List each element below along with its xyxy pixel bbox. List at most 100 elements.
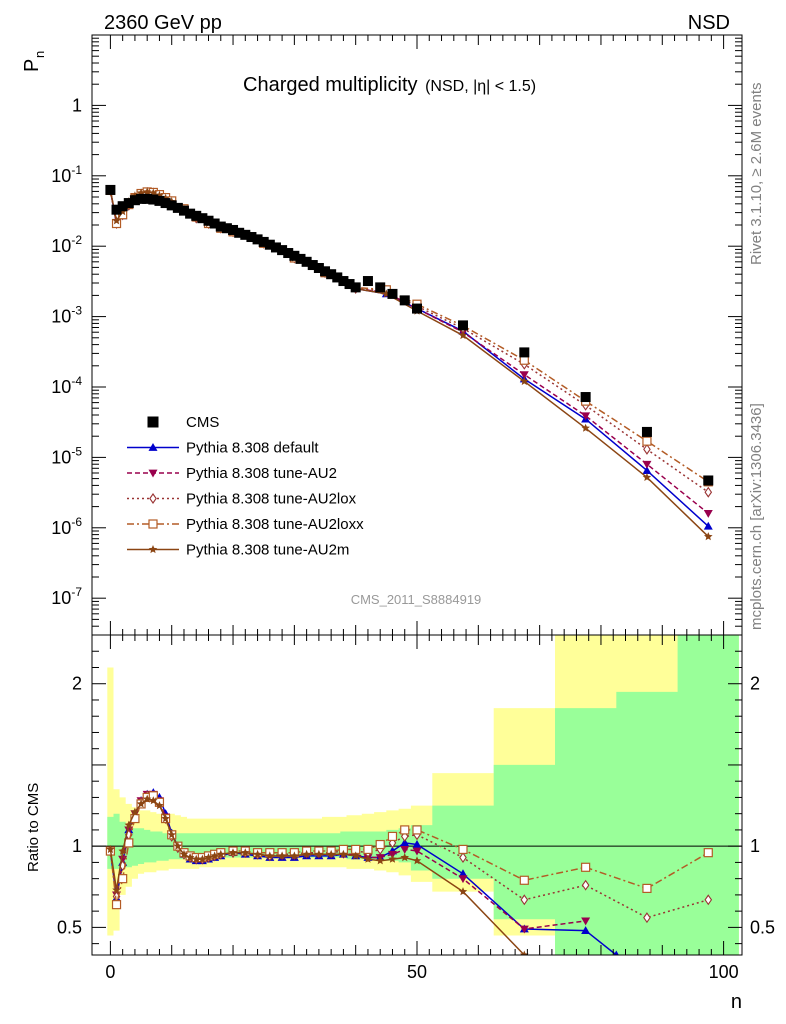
y-tick-label-base: 10	[51, 447, 71, 467]
ratio-point-au2loxx	[387, 831, 398, 842]
ratio-point-au2m	[228, 848, 238, 857]
ratio-point-au2m	[277, 851, 287, 860]
data-point-cms	[136, 193, 147, 204]
data-point-cms	[641, 426, 652, 437]
x-tick-label: 50	[407, 962, 427, 982]
ratio-point-au2loxx	[118, 874, 128, 884]
ratio-point-au2m	[192, 854, 201, 863]
legend-label-au2loxx: Pythia 8.308 tune-AU2loxx	[186, 516, 364, 533]
rivet-version-text: Rivet 3.1.10, ≥ 2.6M events	[748, 83, 765, 266]
y-tick-label-main: 10-6	[51, 515, 82, 538]
ratio-point-au2m	[185, 853, 195, 862]
ratio-point-au2m	[375, 856, 385, 865]
ratio-point-au2loxx	[703, 848, 713, 858]
main-point-au2lox	[704, 486, 713, 498]
data-point-cms	[228, 224, 239, 235]
data-point-cms	[289, 250, 300, 261]
ratio-point-au2loxx	[363, 844, 373, 855]
data-point-cms	[338, 276, 349, 287]
ratio-point-au2loxx	[400, 825, 410, 835]
ratio-point-au2m	[458, 887, 468, 896]
legend-marker-default	[148, 443, 158, 451]
data-point-cms	[234, 227, 245, 238]
data-point-cms	[160, 198, 171, 209]
y-tick-label-exponent: -6	[71, 515, 82, 529]
ratio-point-default	[400, 838, 410, 847]
data-point-cms	[301, 256, 312, 267]
ratio-point-au2loxx	[642, 883, 652, 894]
ratio-point-au2m	[265, 851, 275, 860]
y-tick-label-exponent: -1	[71, 163, 82, 177]
legend-item-au2lox: Pythia 8.308 tune-AU2lox	[127, 491, 357, 508]
main-point-au2m	[458, 330, 468, 340]
main-point-default	[703, 521, 713, 530]
ratio-point-au2m	[149, 796, 158, 805]
data-point-cms	[703, 475, 714, 486]
y-tick-label-base: 10	[51, 236, 71, 256]
header-process: NSD	[688, 12, 730, 34]
ratio-point-au2m	[363, 854, 373, 863]
data-point-cms	[295, 253, 306, 264]
main-point-au2m	[112, 216, 121, 225]
data-point-cms	[166, 200, 177, 211]
ratio-point-au2m	[326, 849, 336, 858]
ratio-point-au2loxx	[412, 825, 422, 835]
y-axis-label-bottom: Ratio to CMS	[25, 783, 42, 872]
data-point-cms	[270, 242, 281, 253]
legend: CMS Pythia 8.308 default Pythia 8.308 tune…	[127, 414, 364, 559]
data-point-cms	[142, 193, 153, 204]
main-point-au2	[642, 460, 652, 469]
ratio-point-au2m	[124, 820, 134, 829]
data-point-cms	[362, 276, 373, 287]
data-point-cms	[117, 201, 128, 212]
data-point-cms	[457, 320, 468, 331]
ratio-point-au2	[400, 846, 410, 854]
legend-marker-data	[147, 416, 159, 428]
x-tick-label: 0	[105, 962, 115, 982]
ratio-point-au2m	[302, 849, 311, 858]
data-point-cms	[399, 295, 410, 306]
y-tick-label-main: 10-3	[51, 304, 82, 327]
ratio-point-au2m	[412, 856, 422, 865]
main-point-au2loxx	[642, 436, 652, 446]
legend-item-au2: Pythia 8.308 tune-AU2	[127, 465, 337, 482]
main-line-au2m	[109, 190, 709, 538]
legend-marker-au2m	[148, 545, 158, 554]
main-series-au2m	[106, 185, 713, 541]
ratio-point-au2m	[314, 849, 324, 858]
data-point-cms	[313, 263, 324, 274]
data-point-cms	[221, 223, 232, 234]
ratio-point-au2m	[400, 853, 409, 862]
data-point-cms	[326, 269, 337, 280]
ratio-point-au2lox	[704, 894, 713, 906]
ratio-point-au2m	[339, 849, 348, 858]
data-point-cms	[519, 347, 530, 358]
data-points-layer	[105, 184, 714, 486]
ratio-point-au2loxx	[375, 839, 385, 850]
ratio-point-au2lox	[520, 894, 529, 906]
ratio-point-au2m	[204, 853, 213, 862]
ratio-point-au2loxx	[519, 875, 529, 885]
ratio-uncertainty-bands	[107, 635, 739, 955]
ratio-point-au2m	[520, 950, 529, 955]
data-point-cms	[350, 282, 361, 293]
legend-label-au2: Pythia 8.308 tune-AU2	[186, 465, 337, 482]
plot-title: Charged multiplicity (NSD, |η| < 1.5)	[243, 74, 536, 96]
ratio-point-au2m	[106, 844, 115, 854]
data-point-cms	[172, 202, 183, 213]
data-point-cms	[387, 288, 398, 299]
ratio-point-au2	[412, 847, 422, 856]
ratio-point-au2m	[388, 854, 397, 863]
y-tick-label-base: 10	[51, 307, 71, 327]
y-tick-label-base: 10	[51, 166, 71, 186]
data-point-cms	[240, 229, 251, 240]
data-point-cms	[307, 260, 318, 271]
plot-title-main: Charged multiplicity	[243, 74, 418, 96]
y-tick-label-main: 10-7	[51, 585, 82, 608]
ratio-inner-band	[107, 635, 739, 955]
ratio-point-default	[458, 869, 468, 878]
data-point-cms	[252, 234, 263, 245]
ratio-y-tick-label-left: 0.5	[57, 917, 82, 937]
legend-marker-au2loxx	[148, 519, 158, 529]
